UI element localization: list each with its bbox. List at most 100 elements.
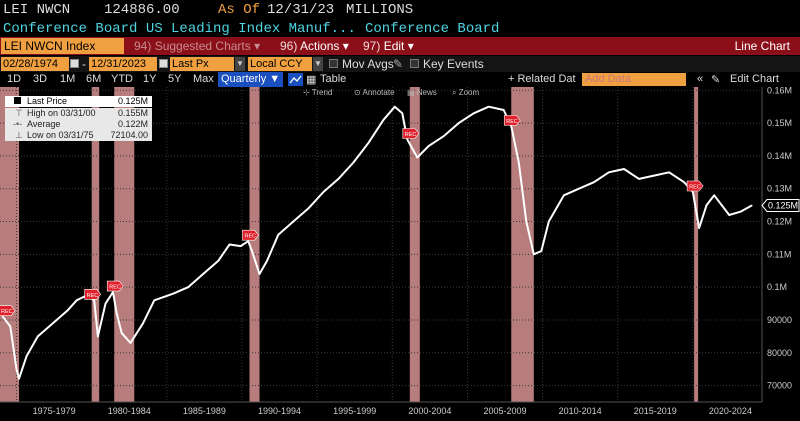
calendar-icon[interactable] [159,59,168,68]
annotate-tool[interactable]: ⊙ Annotate [354,88,395,97]
data-point [251,250,253,252]
calendar-icon[interactable] [70,59,79,68]
trend-tool[interactable]: ⊹ Trend [303,88,333,97]
x-tick-label: 1990-1994 [258,406,301,416]
start-date-field[interactable]: 02/28/1974 [1,57,69,71]
y-tick-label: 0.12M [767,217,792,227]
key-events-checkbox[interactable] [410,59,419,68]
news-tool[interactable]: ▤ News [407,88,437,97]
data-point [337,178,340,180]
data-point [401,112,404,115]
y-tick-label: 80000 [767,348,792,358]
period-1m[interactable]: 1M [60,73,76,85]
y-tick-label: 0.14M [767,151,792,161]
chevron-down-icon[interactable]: ▼ [235,57,245,71]
period-max[interactable]: Max [193,73,214,85]
data-point [93,299,95,302]
recession-band [0,87,20,402]
line-chart-icon[interactable] [288,73,303,86]
security-input[interactable]: LEI NWCN Index [1,38,124,54]
period-5y[interactable]: 5Y [168,73,182,85]
data-point [266,260,268,262]
y-tick-label: 0.15M [767,118,792,128]
rec-marker: REC [402,128,420,139]
currency-select[interactable]: Local CCY [248,57,312,71]
period-1y[interactable]: 1Y [143,73,157,85]
x-tick-label: 2020-2024 [709,406,752,416]
chart-legend: Last Price 0.125M ⊤ High on 03/31/00 0.1… [5,92,152,144]
recession-band [409,87,420,402]
edit-chart-button[interactable]: Edit Chart [730,73,779,85]
zoom-tool[interactable]: ⌕ Zoom [452,88,480,97]
data-point [382,119,385,121]
related-data-button[interactable]: + Related Dat [508,73,576,85]
data-point [683,181,685,183]
line-chart: 0.16M 0.15M 0.14M 0.13M 0.12M 0.11M 0.1M 90000 8… [0,87,800,416]
y-tick-label: 0.11M [767,249,791,259]
chevron-down-icon[interactable]: ▼ [313,57,323,71]
rec-marker-label: REC [689,185,701,191]
data-point [406,138,409,141]
data-point [668,171,670,174]
data-point [153,299,156,302]
period-1d[interactable]: 1D [7,73,22,85]
x-tick-label: 2005-2009 [483,406,526,416]
y-tick-label: 0.16M [767,87,792,95]
average-line-icon: -•- [13,119,23,129]
table-button[interactable]: Table [320,73,347,85]
data-point [510,125,513,128]
as-of-date: 12/31/23 [267,2,335,18]
data-point [638,178,640,180]
suggested-charts-button[interactable]: 94) Suggested Charts ▾ [134,39,261,53]
end-date-field[interactable]: 12/31/2023 [89,57,157,71]
data-point [307,207,310,210]
rec-marker: REC [503,115,521,126]
source: Conference Board [365,21,500,37]
data-point [533,253,535,256]
pencil-icon[interactable]: ✎ [393,57,404,71]
description: Conference Board US Leading Index Manuf.… [3,21,356,37]
data-point [525,220,528,223]
data-point [517,161,520,164]
low-marker-icon: ⊥ [15,130,23,140]
data-point [487,105,490,108]
data-point [75,299,78,302]
period-ytd[interactable]: YTD [111,73,133,85]
data-point [292,220,295,223]
actions-button[interactable]: 96) Actions ▾ [280,39,349,53]
data-point [172,292,174,295]
rec-marker: REC [686,180,704,192]
data-point [322,191,325,193]
data-point [18,377,20,380]
data-point [67,309,69,311]
x-tick-label: 2015-2019 [634,406,677,416]
data-point [129,342,132,344]
data-point [25,355,28,357]
data-point [427,145,430,147]
mov-avgs-checkbox[interactable] [329,59,338,68]
edit-button[interactable]: 97) Edit ▾ [363,39,414,53]
grid-icon[interactable]: ▦ [306,74,317,86]
rec-marker-label: REC [109,285,121,291]
security-header: LEI NWCN 124886.00 As Of 12/31/23 MILLIO… [0,0,800,20]
x-tick-label: 2000-2004 [408,406,451,416]
high-marker-icon: ⊤ [15,108,23,118]
data-point [135,332,138,334]
period-3d[interactable]: 3D [33,73,48,85]
rec-marker-label: REC [1,309,13,315]
data-point [728,214,730,216]
data-point [277,233,280,236]
collapse-icon[interactable]: « [697,73,704,85]
period-6m[interactable]: 6M [86,73,102,85]
frequency-select[interactable]: Quarterly ▼ [218,72,283,87]
add-data-input[interactable]: Add Data [582,73,686,86]
chart-type-label[interactable]: Line Chart [734,39,790,53]
mov-avgs-label: Mov Avgs [342,57,394,71]
data-point [578,187,580,190]
field-select[interactable]: Last Px [170,57,234,71]
series-line [2,105,753,380]
description-row: Conference Board US Leading Index Manuf.… [0,20,800,37]
pencil-icon[interactable]: ✎ [711,74,721,86]
y-tick-label: 70000 [767,381,792,391]
data-point [228,243,231,246]
